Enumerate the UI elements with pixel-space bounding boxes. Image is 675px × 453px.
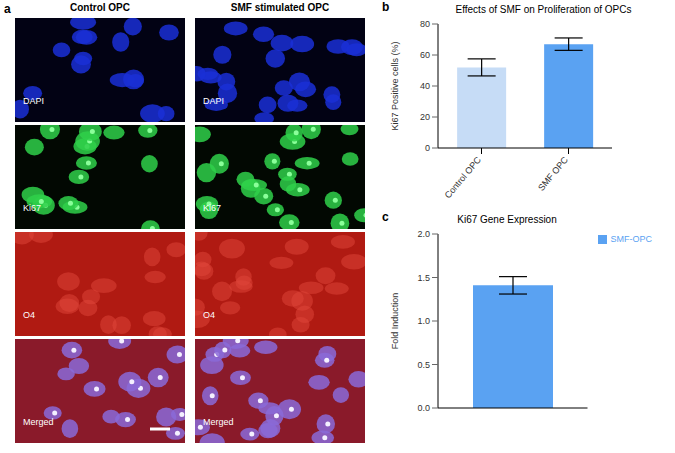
svg-text:0.5: 0.5 bbox=[417, 360, 430, 370]
html-text:c: c bbox=[382, 210, 389, 224]
svg-text:1.5: 1.5 bbox=[417, 273, 430, 283]
svg-text:2.0: 2.0 bbox=[417, 229, 430, 239]
svg-text:SMF OPC: SMF OPC bbox=[536, 154, 570, 192]
svg-text:Fold Induction: Fold Induction bbox=[390, 293, 400, 350]
html-text:SMF-OPC: SMF-OPC bbox=[610, 234, 652, 244]
svg-text:80: 80 bbox=[420, 19, 430, 29]
svg-text:20: 20 bbox=[420, 112, 430, 122]
svg-text:DAPI: DAPI bbox=[203, 96, 224, 106]
html-text:Ki67 Gene Expression: Ki67 Gene Expression bbox=[457, 214, 557, 225]
svg-text:DAPI: DAPI bbox=[23, 96, 44, 106]
html-text:Control OPC: Control OPC bbox=[70, 2, 130, 13]
svg-text:Merged: Merged bbox=[23, 417, 54, 427]
svg-text:Control OPC: Control OPC bbox=[443, 154, 484, 200]
svg-text:1.0: 1.0 bbox=[417, 316, 430, 326]
svg-text:O4: O4 bbox=[23, 310, 35, 320]
svg-text:40: 40 bbox=[420, 81, 430, 91]
svg-text:Ki67: Ki67 bbox=[23, 203, 41, 213]
svg-text:Merged: Merged bbox=[203, 417, 234, 427]
html-text:a: a bbox=[4, 2, 11, 16]
svg-text:0: 0 bbox=[425, 143, 430, 153]
svg-text:60: 60 bbox=[420, 50, 430, 60]
html-text:SMF stimulated OPC: SMF stimulated OPC bbox=[230, 2, 330, 13]
svg-text:0.0: 0.0 bbox=[417, 403, 430, 413]
svg-text:Ki67 Positive cells (%): Ki67 Positive cells (%) bbox=[390, 41, 400, 130]
html-text:b: b bbox=[382, 0, 390, 14]
svg-text:O4: O4 bbox=[203, 310, 215, 320]
svg-text:Ki67: Ki67 bbox=[203, 203, 221, 213]
html-text:Effects of SMF on Proliferatio: Effects of SMF on Proliferation of OPCs bbox=[455, 4, 632, 15]
